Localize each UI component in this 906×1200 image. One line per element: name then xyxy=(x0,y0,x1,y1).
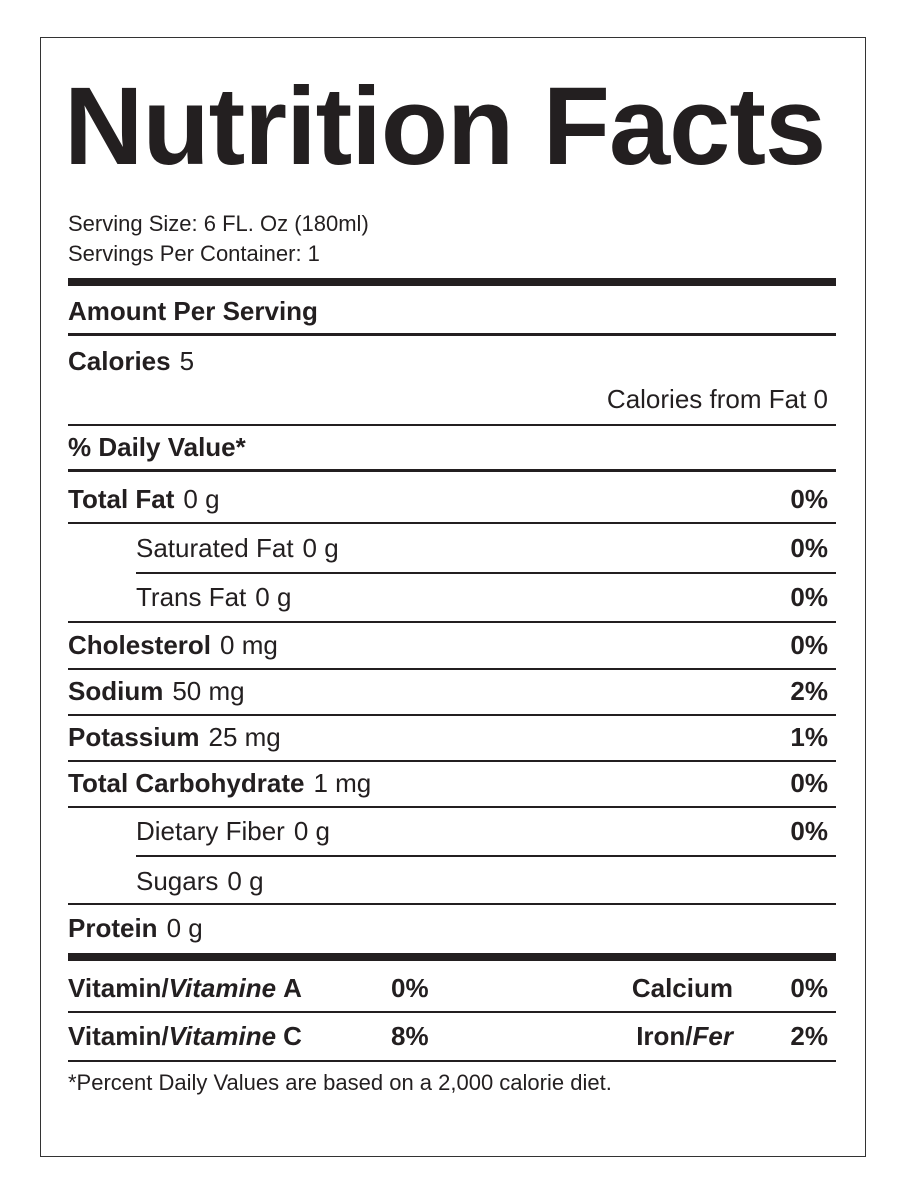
nutrient-daily-value: 0% xyxy=(790,630,828,660)
rule xyxy=(68,1060,836,1062)
nutrient-row: Trans Fat 0 g xyxy=(136,582,291,612)
servings-per-container: Servings Per Container: 1 xyxy=(68,241,320,266)
amount-per-serving: Amount Per Serving xyxy=(68,296,318,326)
rule xyxy=(68,522,836,524)
vitamin-name-part: A xyxy=(283,973,302,1003)
nutrient-name: Dietary Fiber xyxy=(136,816,285,846)
nutrient-name: Total Carbohydrate xyxy=(68,768,305,798)
nutrient-daily-value: 0% xyxy=(790,533,828,563)
rule xyxy=(68,760,836,762)
mineral-daily-value: 2% xyxy=(790,1021,828,1051)
nutrient-row: Total Fat 0 g xyxy=(68,484,220,514)
nutrient-amount: 0 g xyxy=(227,866,264,896)
title: Nutrition Facts xyxy=(64,65,826,188)
nutrient-row: Potassium 25 mg xyxy=(68,722,281,752)
calories-label: Calories xyxy=(68,346,171,376)
nutrient-amount: 1 mg xyxy=(313,768,372,798)
nutrient-daily-value: 0% xyxy=(790,484,828,514)
rule xyxy=(68,621,836,623)
nutrient-amount: 25 mg xyxy=(208,722,281,752)
nutrient-amount: 0 g xyxy=(166,913,203,943)
nutrient-daily-value: 0% xyxy=(790,816,828,846)
nutrient-amount: 0 g xyxy=(183,484,220,514)
nutrient-row: Cholesterol 0 mg xyxy=(68,630,278,660)
nutrient-row: Protein 0 g xyxy=(68,913,203,943)
nutrient-row: Sugars 0 g xyxy=(136,866,264,896)
vitamin-name-part: Calcium xyxy=(631,973,733,1003)
vitamin-name-part: Fer xyxy=(692,1021,733,1051)
rule xyxy=(68,806,836,808)
vitamin-name-part: C xyxy=(283,1021,302,1051)
nutrient-name: Sodium xyxy=(68,676,164,706)
nutrient-amount: 0 g xyxy=(302,533,339,563)
footnote: *Percent Daily Values are based on a 2,0… xyxy=(68,1070,612,1095)
rule xyxy=(136,855,836,857)
rule xyxy=(68,333,836,336)
rule xyxy=(68,903,836,905)
vitamin-name-part: Vitamin/ xyxy=(68,973,169,1003)
nutrient-name: Protein xyxy=(68,913,158,943)
nutrient-amount: 0 g xyxy=(293,816,330,846)
nutrient-name: Cholesterol xyxy=(68,630,212,660)
nutrient-name: Trans Fat xyxy=(136,582,247,612)
nutrient-row: Sodium 50 mg xyxy=(68,676,245,706)
nutrient-daily-value: 1% xyxy=(790,722,828,752)
mineral-daily-value: 0% xyxy=(790,973,828,1003)
serving-size: Serving Size: 6 FL. Oz (180ml) xyxy=(68,211,369,236)
vitamin-daily-value: 0% xyxy=(391,973,429,1003)
vitamin-name-part: Vitamine xyxy=(168,1021,277,1051)
nutrient-amount: 0 mg xyxy=(220,630,278,660)
nutrient-row: Dietary Fiber 0 g xyxy=(136,816,330,846)
rule xyxy=(68,469,836,472)
nutrient-amount: 0 g xyxy=(255,582,292,612)
calories-row: Calories 5 xyxy=(68,346,194,376)
calories-value: 5 xyxy=(179,346,195,376)
rule xyxy=(68,1011,836,1013)
rule xyxy=(68,424,836,426)
vitamin-name-part: Vitamine xyxy=(168,973,277,1003)
nutrient-name: Total Fat xyxy=(68,484,175,514)
nutrient-name: Sugars xyxy=(136,866,219,896)
nutrient-daily-value: 0% xyxy=(790,582,828,612)
calories-from-fat: Calories from Fat 0 xyxy=(606,384,828,414)
nutrient-name: Saturated Fat xyxy=(136,533,294,563)
vitamin-name-part: Iron/ xyxy=(636,1021,693,1051)
mineral-name: Calcium xyxy=(632,973,733,1003)
nutrient-daily-value: 2% xyxy=(790,676,828,706)
nutrient-row: Total Carbohydrate 1 mg xyxy=(68,768,371,798)
vitamin-daily-value: 8% xyxy=(391,1021,429,1051)
nutrient-name: Potassium xyxy=(68,722,200,752)
vitamin-name: Vitamin/Vitamine C xyxy=(68,1021,302,1051)
vitamin-name: Vitamin/Vitamine A xyxy=(68,973,302,1003)
vitamin-name-part: Vitamin/ xyxy=(68,1021,169,1051)
daily-value-header: % Daily Value* xyxy=(68,432,246,462)
nutrient-row: Saturated Fat 0 g xyxy=(136,533,339,563)
thick-rule xyxy=(68,278,836,286)
rule xyxy=(68,714,836,716)
mineral-name: Iron/Fer xyxy=(636,1021,733,1051)
label-border xyxy=(40,37,866,1157)
rule xyxy=(68,668,836,670)
thick-rule xyxy=(68,953,836,961)
rule xyxy=(136,572,836,574)
nutrient-amount: 50 mg xyxy=(172,676,245,706)
nutrient-daily-value: 0% xyxy=(790,768,828,798)
